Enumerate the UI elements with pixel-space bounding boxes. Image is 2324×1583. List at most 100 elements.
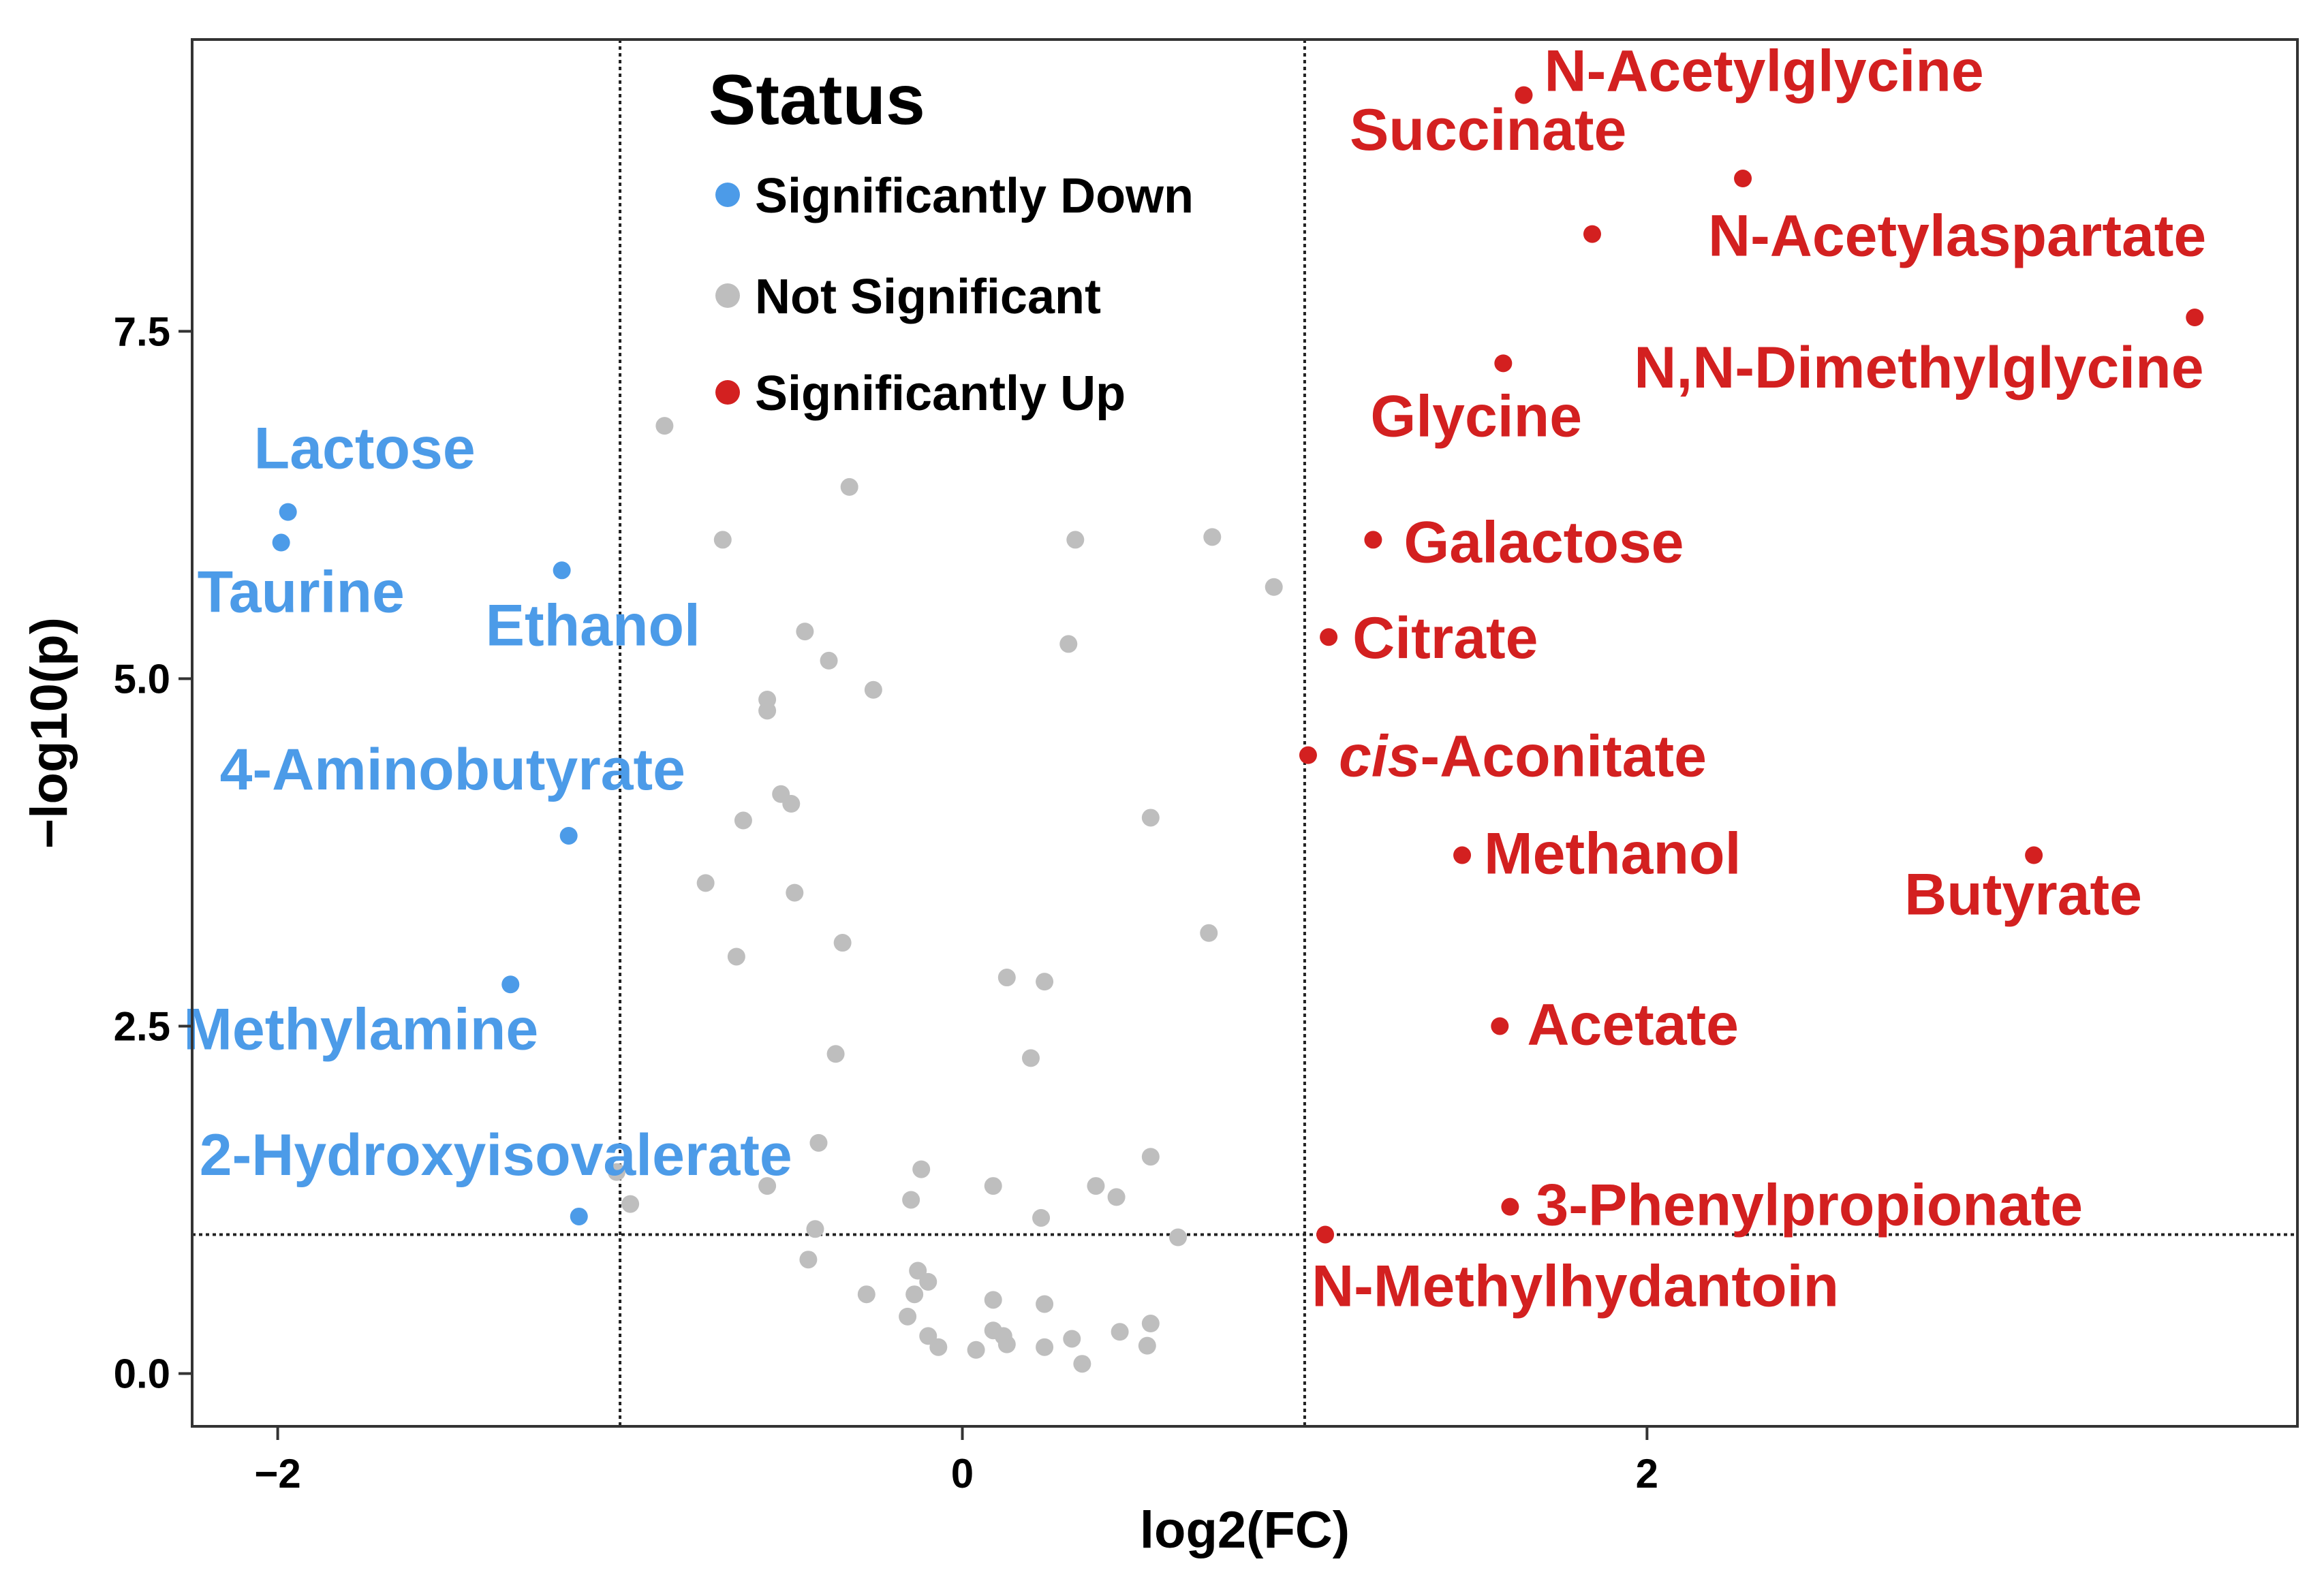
label-n-acetylglycine: N-Acetylglycine	[1544, 39, 1983, 104]
label-n-methylhydantoin: N-Methylhydantoin	[1312, 1253, 1839, 1319]
point-significantly-up-methanol	[1453, 846, 1472, 864]
axes: −2 0 2 0.0 2.5 5.0 7.5	[114, 309, 1658, 1496]
point-not-significant	[758, 1177, 777, 1195]
point-not-significant	[997, 1335, 1016, 1353]
label-succinate: Succinate	[1350, 97, 1626, 163]
legend: Status Significantly Down Not Significant…	[709, 61, 1194, 421]
point-not-significant	[1138, 1336, 1156, 1355]
point-not-significant	[1141, 1148, 1160, 1166]
legend-key-not-significant	[715, 283, 740, 308]
point-not-significant	[655, 417, 674, 435]
y-tick-label: 7.5	[114, 309, 170, 354]
point-not-significant	[1032, 1208, 1051, 1227]
point-not-significant	[840, 477, 858, 496]
label-n-n-dimethylglycine: N,N-Dimethylglycine	[1634, 335, 2203, 401]
point-labels: Lactose Taurine Ethanol 4-Aminobutyrate Meth…	[183, 39, 2206, 1319]
point-not-significant	[984, 1291, 1002, 1309]
point-not-significant	[1059, 635, 1078, 653]
point-significantly-up-citrate	[1320, 628, 1338, 646]
label-taurine: Taurine	[198, 560, 405, 625]
legend-label-not-significant: Not Significant	[755, 270, 1101, 324]
point-not-significant	[1087, 1177, 1105, 1195]
point-significantly-up-galactose	[1364, 531, 1382, 549]
legend-key-significantly-down	[715, 183, 740, 207]
point-not-significant	[919, 1327, 938, 1345]
point-significantly-down-lactose	[279, 503, 297, 521]
label-methylamine: Methylamine	[183, 997, 538, 1062]
point-significantly-up-n-acetylaspartate	[1583, 225, 1601, 243]
point-not-significant	[902, 1191, 920, 1209]
y-tick-label: 5.0	[114, 656, 170, 702]
label-acetate: Acetate	[1527, 992, 1739, 1057]
point-not-significant	[1203, 528, 1222, 546]
point-not-significant	[696, 874, 715, 892]
point-significantly-up-cis-aconitate	[1299, 746, 1317, 764]
point-not-significant	[1021, 1049, 1040, 1067]
point-not-significant	[1036, 973, 1054, 991]
point-not-significant	[621, 1195, 640, 1213]
point-not-significant	[1200, 924, 1218, 942]
label-citrate: Citrate	[1352, 606, 1538, 671]
label-butyrate: Butyrate	[1904, 862, 2142, 928]
point-significantly-down-taurine	[272, 533, 290, 552]
point-not-significant	[1169, 1228, 1188, 1247]
y-axis-title: −log10(p)	[20, 617, 78, 849]
point-significantly-up-n-methylhydantoin	[1316, 1225, 1335, 1244]
point-not-significant	[833, 934, 852, 952]
legend-key-significantly-up	[715, 380, 740, 405]
label-methanol: Methanol	[1484, 821, 1741, 887]
legend-title: Status	[709, 61, 925, 140]
point-not-significant	[919, 1272, 938, 1291]
point-not-significant	[782, 795, 801, 813]
point-not-significant	[1036, 1338, 1054, 1356]
point-not-significant	[809, 1133, 828, 1152]
point-significantly-up-acetate	[1491, 1017, 1509, 1035]
label-n-acetylaspartate: N-Acetylaspartate	[1708, 204, 2206, 269]
point-not-significant	[727, 947, 745, 966]
point-significantly-up-n-n-dimethylglycine	[2186, 309, 2204, 327]
point-not-significant	[758, 702, 777, 720]
point-not-significant	[929, 1338, 948, 1356]
point-not-significant	[909, 1261, 927, 1280]
point-not-significant	[734, 811, 752, 830]
legend-label-significantly-up: Significantly Up	[755, 366, 1126, 421]
point-not-significant	[899, 1307, 917, 1326]
label-cis-aconitate: cis-Aconitate	[1339, 724, 1707, 789]
x-tick-label: 0	[951, 1451, 974, 1496]
x-tick-label: −2	[254, 1451, 300, 1496]
point-not-significant	[997, 969, 1016, 987]
x-tick-label: 2	[1636, 1451, 1658, 1496]
point-significantly-down-2-hydroxyisovalerate	[570, 1207, 588, 1225]
point-significantly-up-3-phenylpropionate	[1501, 1197, 1519, 1216]
point-not-significant	[1066, 531, 1085, 549]
point-not-significant	[912, 1160, 931, 1178]
point-not-significant	[864, 680, 882, 699]
point-not-significant	[1063, 1330, 1081, 1348]
point-significantly-up-succinate	[1734, 170, 1752, 188]
label-ethanol: Ethanol	[486, 593, 700, 658]
point-not-significant	[806, 1220, 824, 1238]
point-not-significant	[1141, 809, 1160, 827]
point-not-significant	[857, 1285, 876, 1304]
point-not-significant	[820, 651, 838, 670]
point-not-significant	[905, 1285, 924, 1304]
label-2-hydroxyisovalerate: 2-Hydroxyisovalerate	[200, 1123, 792, 1188]
point-not-significant	[826, 1045, 845, 1063]
label-3-phenylpropionate: 3-Phenylpropionate	[1536, 1173, 2083, 1238]
point-not-significant	[1141, 1315, 1160, 1333]
y-tick-label: 2.5	[114, 1003, 170, 1049]
point-not-significant	[984, 1177, 1002, 1195]
y-tick-label: 0.0	[114, 1351, 170, 1396]
point-significantly-down-methylamine	[501, 975, 520, 994]
point-not-significant	[713, 531, 732, 549]
x-axis-title: log2(FC)	[1140, 1501, 1350, 1559]
label-glycine: Glycine	[1370, 383, 1582, 449]
point-not-significant	[786, 883, 804, 902]
point-significantly-down-4-aminobutyrate	[559, 826, 578, 845]
point-not-significant	[799, 1251, 818, 1269]
point-significantly-up-n-acetylglycine	[1515, 86, 1533, 104]
point-not-significant	[796, 623, 814, 641]
point-not-significant	[967, 1341, 985, 1359]
label-galactose: Galactose	[1404, 510, 1684, 575]
